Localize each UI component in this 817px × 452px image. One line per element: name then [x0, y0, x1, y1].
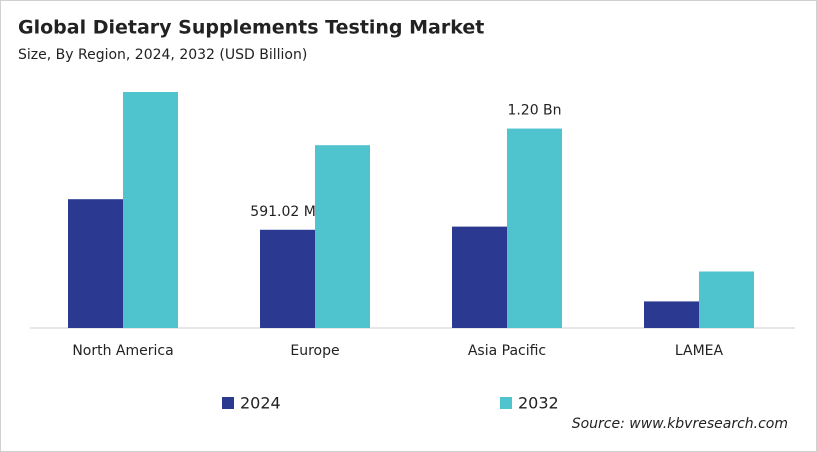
x-tick-label: LAMEA — [675, 343, 724, 359]
bar — [507, 128, 562, 328]
x-tick-label: North America — [72, 343, 173, 359]
bar — [699, 271, 754, 328]
legend-swatch — [500, 397, 512, 409]
chart-subtitle: Size, By Region, 2024, 2032 (USD Billion… — [18, 47, 307, 63]
bar — [123, 92, 178, 328]
legend-label: 2024 — [240, 394, 281, 413]
source: Source: www.kbvresearch.com — [572, 416, 788, 432]
legend-swatch — [222, 397, 234, 409]
bar — [315, 145, 370, 328]
bar — [68, 199, 123, 328]
x-tick-label: Asia Pacific — [468, 343, 546, 359]
chart-title: Global Dietary Supplements Testing Marke… — [18, 17, 484, 39]
value-label: 591.02 Mn — [250, 204, 324, 220]
bar — [260, 229, 315, 328]
legend-label: 2032 — [518, 394, 559, 413]
value-label: 1.20 Bn — [507, 103, 561, 119]
bar — [644, 301, 699, 328]
x-tick-label: Europe — [290, 343, 339, 359]
bar — [452, 226, 507, 328]
